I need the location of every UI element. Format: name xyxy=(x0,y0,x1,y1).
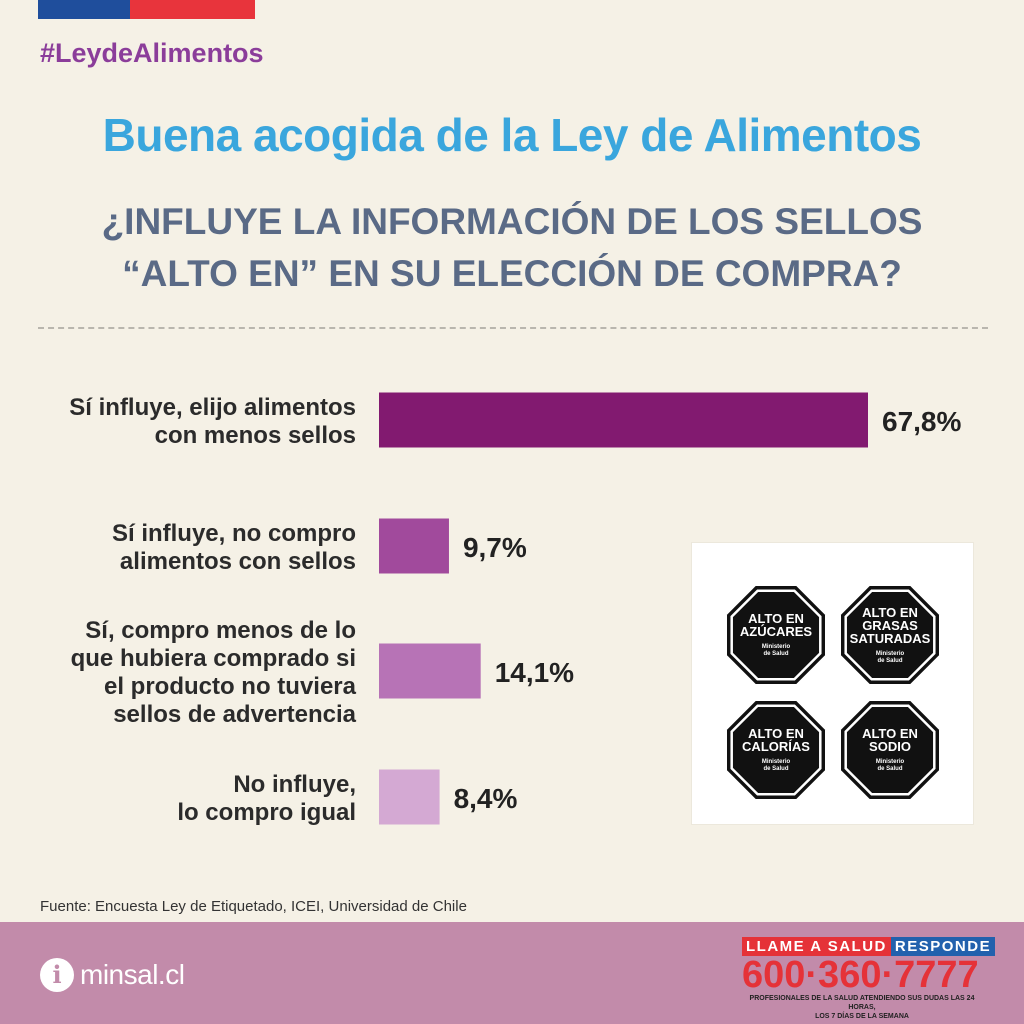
divider xyxy=(38,327,988,329)
chart-question: ¿INFLUYE LA INFORMACIÓN DE LOS SELLOS “A… xyxy=(0,196,1024,300)
warning-seal-2: ALTO EN GRASAS SATURADAS Ministerio de Salud xyxy=(836,581,944,689)
chart-question-line-2: “ALTO EN” EN SU ELECCIÓN DE COMPRA? xyxy=(122,253,902,294)
warning-seal-4: ALTO EN SODIO Ministerio de Salud xyxy=(836,696,944,804)
hotline-label-part-2: RESPONDE xyxy=(890,937,996,956)
category-label-4-line-2: lo compro igual xyxy=(177,799,356,826)
page-title: Buena acogida de la Ley de Alimentos xyxy=(102,109,922,161)
bar-4 xyxy=(379,769,440,825)
bar-1 xyxy=(379,392,868,448)
category-label-2-line-1: Sí influye, no compro xyxy=(112,520,356,547)
bar-2 xyxy=(379,518,449,574)
bar-value-label-4: 8,4% xyxy=(454,783,518,814)
seal-ministry-line: Ministerio xyxy=(761,644,791,650)
seal-ministry-line: Ministerio xyxy=(761,759,791,765)
seal-ministry-line: de Salud xyxy=(763,651,789,657)
octagon-seal-icon xyxy=(841,586,939,684)
seal-ministry-line: Ministerio xyxy=(875,759,905,765)
hotline-note-line-1: PROFESIONALES DE LA SALUD ATENDIENDO SUS… xyxy=(749,995,975,1011)
flag-red-stripe xyxy=(130,0,255,19)
category-label-3-line-2: que hubiera comprado si xyxy=(71,645,356,672)
seal-text-line: GRASAS xyxy=(862,617,918,633)
footer: i minsal.cl LLAME A SALUD RESPONDE 600·36… xyxy=(0,922,1024,1024)
seal-ministry-text: Ministerio de Salud xyxy=(876,759,904,773)
category-label-2-line-2: alimentos con sellos xyxy=(120,548,356,575)
category-label-3-line-1: Sí, compro menos de lo xyxy=(85,617,356,644)
hotline-label-part-1: LLAME A SALUD xyxy=(742,937,891,956)
warning-seals-panel: ALTO EN AZÚCARES Ministerio de Salud ALTO EN… xyxy=(692,543,973,824)
category-label-1-line-2: con menos sellos xyxy=(155,422,356,449)
seal-text-line: CALORÍAS xyxy=(742,739,810,754)
category-label-4-line-1: No influye, xyxy=(233,771,356,798)
category-label-1-line-1: Sí influye, elijo alimentos xyxy=(69,394,356,421)
source-note: Fuente: Encuesta Ley de Etiquetado, ICEI… xyxy=(40,898,467,915)
chart-question-line-1: ¿INFLUYE LA INFORMACIÓN DE LOS SELLOS xyxy=(101,201,923,242)
flag-blue-stripe xyxy=(38,0,130,19)
warning-seal-3: ALTO EN CALORÍAS Ministerio de Salud xyxy=(722,696,830,804)
hashtag[interactable]: #LeydeAlimentos xyxy=(40,38,264,68)
bar-3 xyxy=(379,643,481,699)
hotline-note-line-2: LOS 7 DÍAS DE LA SEMANA xyxy=(815,1013,909,1020)
seal-ministry-text: Ministerio de Salud xyxy=(762,759,790,773)
bar-value-label-2: 9,7% xyxy=(463,532,527,563)
seal-text-line: ALTO EN xyxy=(748,726,804,741)
seal-text-line: ALTO EN xyxy=(748,611,804,626)
hotline-number[interactable]: 600·360·7777 xyxy=(742,954,979,996)
warning-seal-1: ALTO EN AZÚCARES Ministerio de Salud xyxy=(722,581,830,689)
seal-text-line: SATURADAS xyxy=(849,630,931,646)
seal-text-line: AZÚCARES xyxy=(739,624,813,639)
hotline-note: PROFESIONALES DE LA SALUD ATENDIENDO SUS… xyxy=(742,994,982,1021)
seal-ministry-line: de Salud xyxy=(763,766,789,772)
octagon-seal-icon xyxy=(727,586,825,684)
seal-text-line: ALTO EN xyxy=(862,726,918,741)
category-label-3-line-4: sellos de advertencia xyxy=(113,701,356,728)
seal-ministry-line: de Salud xyxy=(877,766,903,772)
seal-ministry-line: de Salud xyxy=(877,657,903,664)
info-icon[interactable]: i xyxy=(40,958,74,992)
seal-text-line: ALTO EN xyxy=(862,604,918,620)
seal-text-line: SODIO xyxy=(869,739,911,754)
octagon-seal-icon xyxy=(841,701,939,799)
bar-value-label-1: 67,8% xyxy=(882,406,961,437)
hotline-label: LLAME A SALUD RESPONDE xyxy=(742,937,996,956)
seal-ministry-text: Ministerio de Salud xyxy=(762,644,790,658)
seal-ministry-line: Ministerio xyxy=(875,650,905,657)
octagon-seal-icon xyxy=(727,701,825,799)
site-link[interactable]: minsal.cl xyxy=(80,959,185,990)
category-label-3-line-3: el producto no tuviera xyxy=(104,673,357,700)
bar-value-label-3: 14,1% xyxy=(495,657,574,688)
seal-ministry-text: Ministerio de Salud xyxy=(876,651,904,665)
